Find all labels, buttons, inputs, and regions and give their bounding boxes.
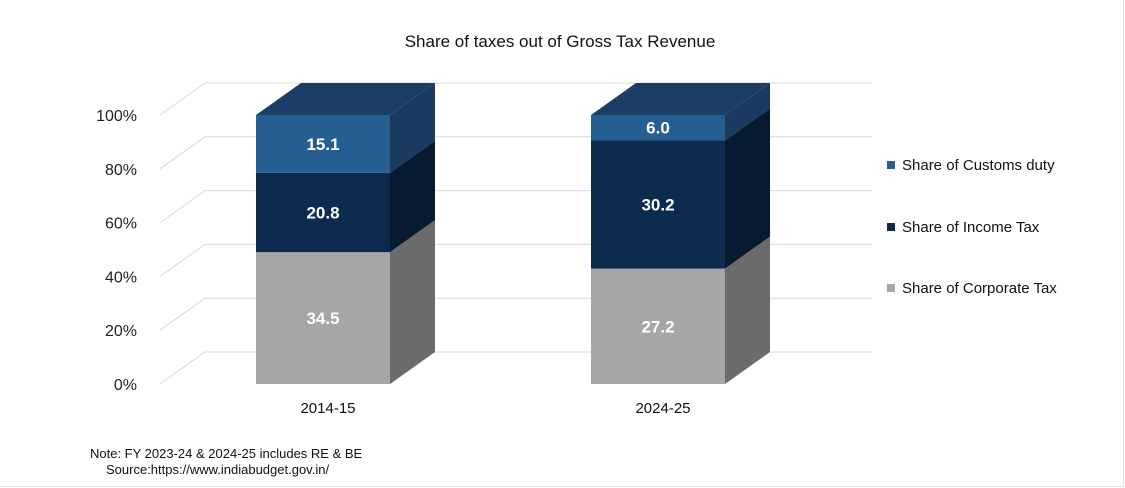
legend-item: Share of Income Tax xyxy=(887,219,1040,236)
bar-side xyxy=(390,83,435,173)
bar-segment: 15.1 xyxy=(256,83,435,173)
y-tick-label: 20% xyxy=(105,323,137,340)
legend-swatch xyxy=(887,284,895,292)
bar-side xyxy=(390,220,435,384)
bar-side xyxy=(390,140,435,253)
bar-side xyxy=(725,108,770,269)
x-tick-label: 2024-25 xyxy=(635,400,690,417)
data-label: 30.2 xyxy=(641,196,674,215)
bar-front xyxy=(256,252,390,384)
y-tick-label: 0% xyxy=(114,377,137,394)
data-label: 20.8 xyxy=(306,203,339,222)
legend-item: Share of Customs duty xyxy=(887,157,1055,174)
bar-segment: 6.0 xyxy=(591,83,770,141)
bar-front xyxy=(256,115,390,173)
bar-front xyxy=(591,268,725,384)
bar-top xyxy=(591,83,770,115)
bar-side xyxy=(725,236,770,384)
bar-top xyxy=(256,83,435,115)
bar-side xyxy=(725,83,770,141)
bar-segment: 34.5 xyxy=(256,220,435,384)
bars: 34.5 20.8 15.1 27.2 30.2 6.0 xyxy=(256,83,770,384)
y-tick-label: 100% xyxy=(96,108,137,125)
legend: Share of Customs duty Share of Income Tax… xyxy=(887,157,1057,297)
source-text: Source:https://www.indiabudget.gov.in/ xyxy=(106,462,329,477)
data-label: 27.2 xyxy=(641,317,674,336)
y-tick-label: 80% xyxy=(105,162,137,179)
data-label: 34.5 xyxy=(306,309,339,328)
legend-label: Share of Corporate Tax xyxy=(902,280,1057,297)
bar-segment: 20.8 xyxy=(256,140,435,253)
x-axis-categories: 2014-15 2024-25 xyxy=(300,400,690,417)
bar-front xyxy=(256,172,390,253)
legend-label: Share of Income Tax xyxy=(902,219,1040,236)
data-label: 15.1 xyxy=(306,135,339,154)
note-text: Note: FY 2023-24 & 2024-25 includes RE &… xyxy=(90,446,363,461)
legend-label: Share of Customs duty xyxy=(902,157,1055,174)
bar-front xyxy=(591,140,725,269)
chart-title: Share of taxes out of Gross Tax Revenue xyxy=(405,32,716,51)
y-tick-label: 60% xyxy=(105,216,137,233)
y-axis-ticks: 0% 20% 40% 60% 80% 100% xyxy=(96,108,137,394)
bar-segment: 27.2 xyxy=(591,236,770,384)
x-tick-label: 2014-15 xyxy=(300,400,355,417)
legend-swatch xyxy=(887,161,895,169)
bar-segment: 30.2 xyxy=(591,108,770,269)
legend-item: Share of Corporate Tax xyxy=(887,280,1057,297)
data-label: 6.0 xyxy=(646,119,670,138)
y-tick-label: 40% xyxy=(105,269,137,286)
bar-front xyxy=(591,115,725,141)
legend-swatch xyxy=(887,223,895,231)
